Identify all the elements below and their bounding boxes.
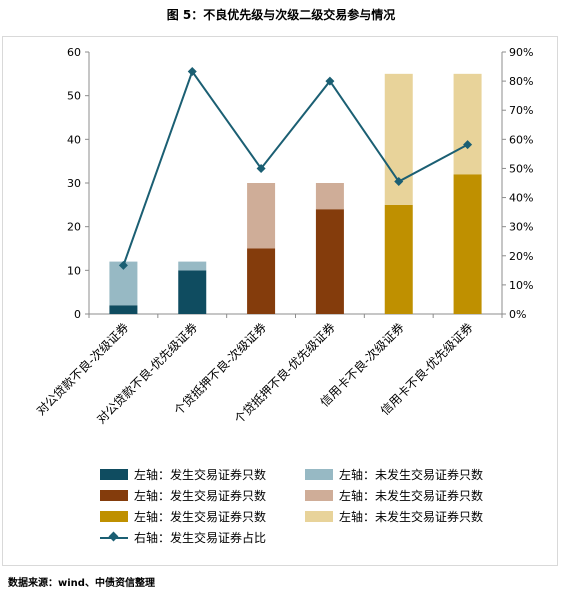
right-axis-tick-label: 10% [509,279,533,292]
legend-swatch [100,469,128,480]
right-axis-tick-label: 0% [509,308,526,321]
right-axis-tick-label: 40% [509,192,533,205]
legend-label: 左轴：未发生交易证券只数 [339,468,484,482]
legend-swatch [305,469,333,480]
ratio-line [122,69,469,266]
chart-canvas: 0 10 20 30 40 50 60 0% 10% 20% 30% 40% 50% 60% 70% 80% 9… [33,46,533,427]
source-note: 数据来源：wind、中债资信整理 [8,578,155,589]
left-axis-tick-label: 10 [67,264,81,277]
bar-traded [384,204,413,314]
bar-untraded [315,183,344,210]
bar-traded [178,270,207,314]
legend-swatch [100,490,128,501]
legend-item: 左轴：未发生交易证券只数 [305,487,483,504]
legend-label: 左轴：未发生交易证券只数 [339,510,484,524]
right-axis-tick-label: 80% [509,75,533,88]
legend-item: 左轴：发生交易证券只数 [100,508,266,525]
right-axis-tick-label: 70% [509,104,533,117]
left-axis-tick-label: 20 [67,221,81,234]
left-axis-tick-label: 30 [67,177,81,190]
legend-label: 左轴：发生交易证券只数 [134,468,267,482]
bar-untraded [247,183,276,249]
chart-title: 图 5：不良优先级与次级二级交易参与情况 [166,8,396,22]
right-axis-tick-label: 90% [509,46,533,59]
legend-swatch [305,511,333,522]
bar-traded [247,248,276,314]
legend-item: 左轴：未发生交易证券只数 [305,508,483,525]
legend-item: 左轴：发生交易证券只数 [100,466,266,483]
bar-untraded [453,73,482,175]
bar-untraded [178,261,207,271]
ratio-point [325,76,335,86]
bar-traded [315,209,344,314]
bar-traded [109,305,138,314]
legend-label: 左轴：未发生交易证券只数 [339,489,484,503]
legend-label: 左轴：发生交易证券只数 [134,510,267,524]
legend-label: 右轴：发生交易证券占比 [134,531,267,545]
left-axis-tick-label: 60 [67,46,81,59]
ratio-point [118,260,128,270]
ratio-point [256,163,266,173]
ratio-point [463,140,473,150]
left-axis-tick-label: 0 [74,308,81,321]
right-axis-tick-label: 50% [509,162,533,175]
legend-item: 左轴：未发生交易证券只数 [305,466,483,483]
bar-traded [453,174,482,314]
legend-swatch [100,511,128,522]
legend-item: 右轴：发生交易证券占比 [100,529,266,546]
right-axis-tick-label: 60% [509,133,533,146]
left-axis-tick-label: 40 [67,133,81,146]
ratio-point [394,177,404,187]
right-axis-tick-label: 20% [509,250,533,263]
legend-swatch [305,490,333,501]
ratio-point [187,67,197,77]
right-axis-tick-label: 30% [509,221,533,234]
legend-label: 左轴：发生交易证券只数 [134,489,267,503]
legend-line-swatch [100,532,128,543]
legend-item: 左轴：发生交易证券只数 [100,487,266,504]
left-axis-tick-label: 50 [67,90,81,103]
chart-frame [2,36,558,566]
